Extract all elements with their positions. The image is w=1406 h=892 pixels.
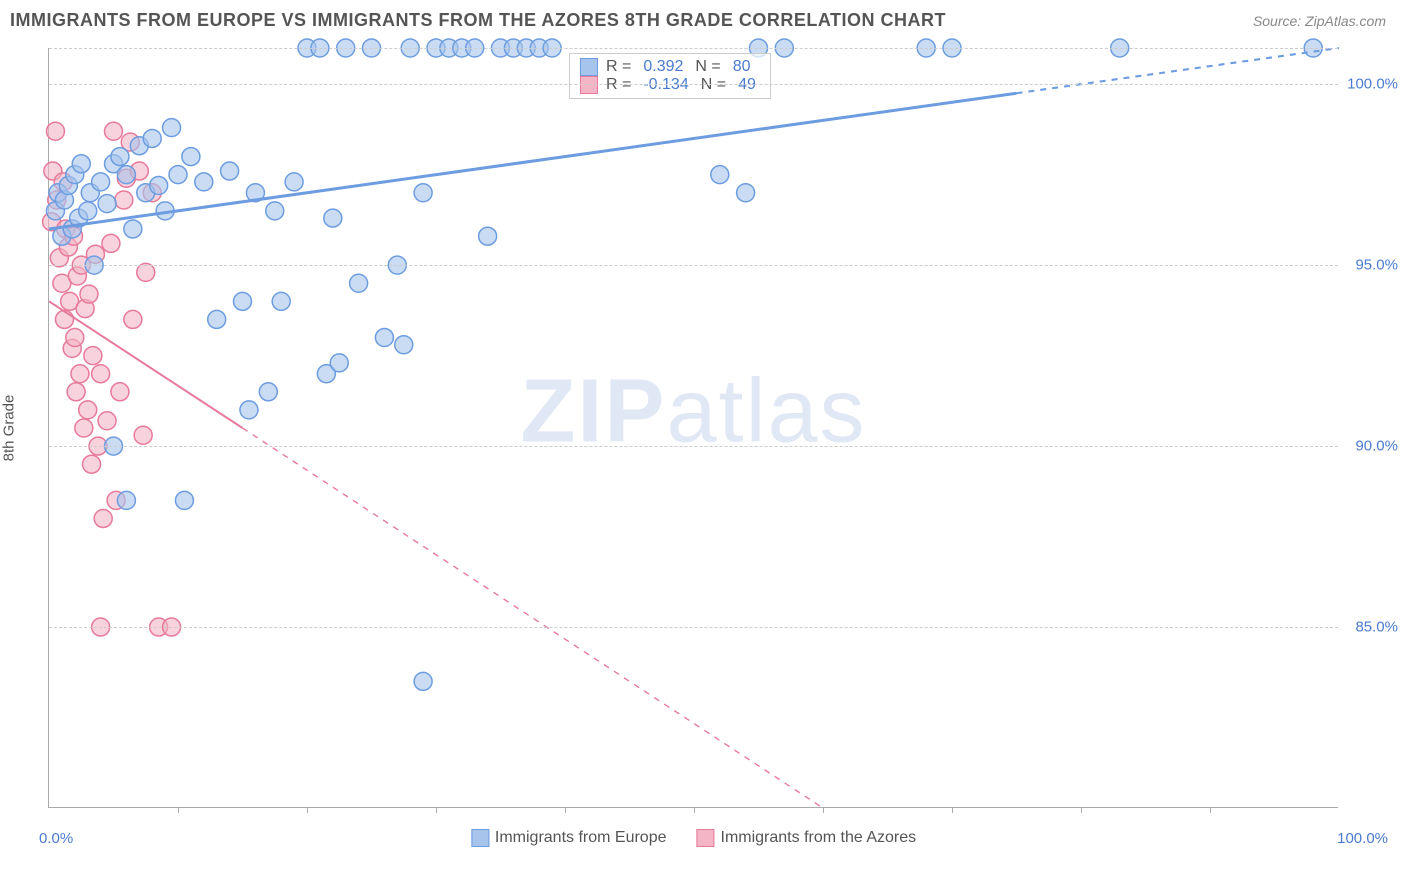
- y-tick-label: 95.0%: [1355, 257, 1398, 274]
- legend-row-europe: R = 0.392 N = 80: [580, 58, 760, 76]
- n-value-europe: 80: [733, 58, 751, 76]
- source-attribution: Source: ZipAtlas.com: [1253, 13, 1386, 29]
- swatch-europe-icon: [471, 829, 489, 847]
- r-value-europe: 0.392: [643, 58, 683, 76]
- y-tick-label: 100.0%: [1347, 76, 1398, 93]
- legend-label-azores: Immigrants from the Azores: [720, 829, 916, 847]
- scatter-svg: [49, 48, 1338, 807]
- swatch-azores-icon: [696, 829, 714, 847]
- n-label: N =: [695, 58, 720, 76]
- swatch-europe-icon: [580, 58, 598, 76]
- y-tick-label: 85.0%: [1355, 619, 1398, 636]
- x-axis-min-label: 0.0%: [39, 830, 73, 847]
- y-axis-label: 8th Grade: [1, 394, 18, 461]
- chart-container: ZIPatlas R = 0.392 N = 80 R = -0.134 N =…: [48, 48, 1388, 838]
- legend-item-europe: Immigrants from Europe: [471, 829, 667, 847]
- y-tick-label: 90.0%: [1355, 438, 1398, 455]
- r-label: R =: [606, 58, 631, 76]
- plot-area: ZIPatlas R = 0.392 N = 80 R = -0.134 N =…: [48, 48, 1338, 808]
- chart-title: IMMIGRANTS FROM EUROPE VS IMMIGRANTS FRO…: [10, 10, 946, 31]
- series-legend: Immigrants from Europe Immigrants from t…: [471, 829, 916, 847]
- legend-label-europe: Immigrants from Europe: [495, 829, 667, 847]
- legend-item-azores: Immigrants from the Azores: [696, 829, 916, 847]
- correlation-legend: R = 0.392 N = 80 R = -0.134 N = 49: [569, 53, 771, 99]
- x-axis-max-label: 100.0%: [1337, 830, 1388, 847]
